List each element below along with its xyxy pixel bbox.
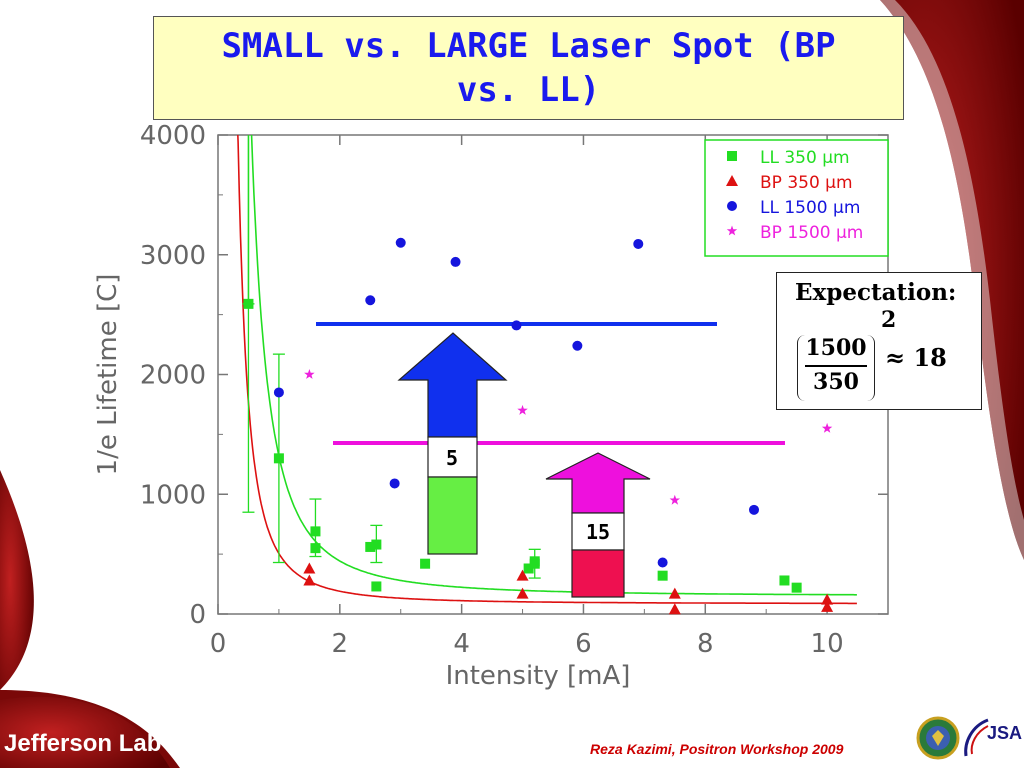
x-tick-label: 4 xyxy=(453,629,470,659)
legend-entry: LL 1500 μm xyxy=(760,198,860,218)
data-point-series-0 xyxy=(523,563,534,574)
legend-marker xyxy=(727,201,737,211)
data-point-series-1 xyxy=(821,593,834,605)
data-point-series-1 xyxy=(821,600,834,612)
data-point-series-0 xyxy=(310,543,321,554)
slide-title: SMALL vs. LARGE Laser Spot (BP vs. LL) xyxy=(221,26,836,110)
y-tick-label: 1000 xyxy=(140,480,206,510)
x-tick-label: 2 xyxy=(332,629,349,659)
small-arrow-base xyxy=(571,549,625,598)
small-spot-arrow xyxy=(545,452,651,514)
footer-credit: Reza Kazimi, Positron Workshop 2009 xyxy=(590,741,844,757)
legend-entry: BP 1500 μm xyxy=(760,223,863,243)
expectation-denominator: 350 xyxy=(813,369,859,395)
legend-entry: LL 350 μm xyxy=(760,148,850,168)
x-tick-label: 10 xyxy=(811,629,844,659)
large-arrow-label-box xyxy=(427,436,478,478)
data-point-series-1 xyxy=(516,569,529,581)
data-point-series-1 xyxy=(303,562,316,574)
data-point-series-3 xyxy=(304,369,315,379)
expectation-approx: ≈ 18 xyxy=(885,343,947,372)
x-tick-label: 6 xyxy=(575,629,592,659)
data-point-series-0 xyxy=(791,582,802,593)
data-point-series-3 xyxy=(821,422,833,433)
data-point-series-0 xyxy=(371,581,382,592)
data-point-series-0 xyxy=(657,570,668,581)
data-point-series-0 xyxy=(371,539,382,550)
y-tick-label: 4000 xyxy=(140,121,206,151)
expectation-bracket xyxy=(797,335,875,401)
data-point-series-3 xyxy=(517,404,528,415)
expectation-exponent: 2 xyxy=(881,307,897,333)
data-point-series-1 xyxy=(303,574,316,586)
fraction-bar xyxy=(805,365,867,367)
data-point-series-0 xyxy=(273,453,284,464)
large-arrow-base xyxy=(427,476,478,555)
legend-marker xyxy=(726,225,738,236)
y-tick-label: 3000 xyxy=(140,241,206,271)
large-arrow-label: 5 xyxy=(446,446,458,470)
data-point-series-2 xyxy=(389,478,400,489)
data-point-series-2 xyxy=(633,238,644,249)
data-point-series-2 xyxy=(395,237,406,248)
legend-marker xyxy=(727,151,737,161)
data-point-series-2 xyxy=(273,387,284,398)
data-point-series-0 xyxy=(420,558,431,569)
data-point-series-2 xyxy=(511,320,522,331)
x-axis-label: Intensity [mA] xyxy=(446,661,631,691)
x-tick-label: 0 xyxy=(210,629,227,659)
doe-seal-icon xyxy=(916,716,960,760)
expectation-numerator: 1500 xyxy=(805,335,867,361)
data-point-series-0 xyxy=(310,526,321,537)
data-point-series-1 xyxy=(516,587,529,599)
small-arrow-label: 15 xyxy=(586,520,610,544)
jsa-logo: JSA xyxy=(987,723,1023,743)
legend-marker xyxy=(726,175,738,186)
data-point-series-1 xyxy=(668,603,681,615)
legend-entry: BP 350 μm xyxy=(760,173,853,193)
large-spot-arrow xyxy=(397,332,508,438)
y-axis-label: 1/e Lifetime [C] xyxy=(93,274,123,476)
expectation-box: Expectation: 2 1500 350 ≈ 18 xyxy=(776,272,982,410)
data-point-series-2 xyxy=(572,340,583,351)
jefferson-lab-logo: Jefferson Lab xyxy=(4,730,162,757)
data-point-series-2 xyxy=(657,557,668,568)
y-tick-label: 0 xyxy=(189,600,206,630)
data-point-series-2 xyxy=(450,256,461,267)
data-point-series-3 xyxy=(669,494,680,505)
data-point-series-2 xyxy=(365,295,376,306)
small-arrow-label-box xyxy=(571,512,625,551)
data-point-series-2 xyxy=(749,504,759,515)
slide-title-box: SMALL vs. LARGE Laser Spot (BP vs. LL) xyxy=(153,16,904,120)
expectation-title: Expectation: xyxy=(795,279,957,306)
data-point-series-0 xyxy=(529,556,540,567)
data-point-series-0 xyxy=(243,298,254,309)
data-point-series-1 xyxy=(668,587,681,599)
fit-curve-ll-350 xyxy=(250,135,857,596)
data-point-series-0 xyxy=(365,541,376,552)
y-tick-label: 2000 xyxy=(140,361,206,391)
x-tick-label: 8 xyxy=(697,629,714,659)
fit-curve-bp-350 xyxy=(237,135,857,605)
jsa-swoosh-icon xyxy=(964,718,989,757)
data-point-series-0 xyxy=(779,575,790,586)
